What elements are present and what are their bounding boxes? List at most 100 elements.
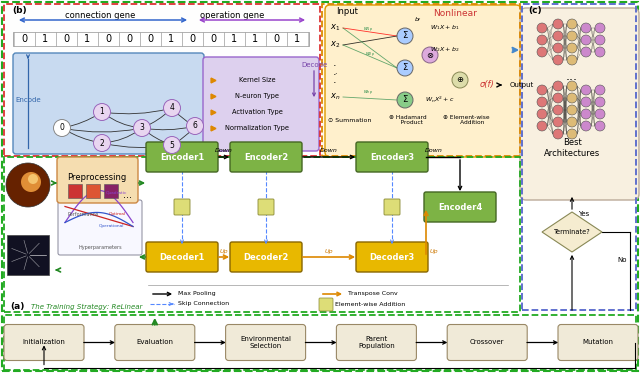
Text: Max Pooling: Max Pooling <box>178 292 216 297</box>
Circle shape <box>595 23 605 33</box>
Bar <box>4 4 320 156</box>
Text: 1: 1 <box>252 34 259 44</box>
Text: $W_2X+b_2$: $W_2X+b_2$ <box>430 46 460 54</box>
FancyBboxPatch shape <box>558 325 638 360</box>
Text: The Training Strategy: ReLinear: The Training Strategy: ReLinear <box>31 304 143 310</box>
Text: Parent
Population: Parent Population <box>358 336 395 349</box>
Circle shape <box>553 129 563 139</box>
Text: 1: 1 <box>100 107 104 116</box>
Text: Initialization: Initialization <box>22 339 65 345</box>
Circle shape <box>567 81 577 91</box>
Circle shape <box>567 93 577 103</box>
Text: (b): (b) <box>12 6 27 15</box>
Bar <box>4 315 636 370</box>
Text: $b_f$: $b_f$ <box>414 16 422 25</box>
Circle shape <box>595 35 605 45</box>
Text: $w_{1p}$: $w_{1p}$ <box>363 25 373 35</box>
Text: 1: 1 <box>294 34 301 44</box>
Text: ⊗ Hadamard
    Product: ⊗ Hadamard Product <box>389 115 427 125</box>
FancyBboxPatch shape <box>203 57 319 151</box>
FancyBboxPatch shape <box>325 5 521 157</box>
Bar <box>86 184 100 198</box>
Text: .: . <box>333 75 337 85</box>
Text: Encode: Encode <box>15 97 41 103</box>
Text: Performance: Performance <box>68 213 99 217</box>
Circle shape <box>537 109 547 119</box>
Circle shape <box>6 163 50 207</box>
Circle shape <box>28 174 38 184</box>
Bar <box>245 32 266 46</box>
Text: Encoder4: Encoder4 <box>438 203 482 211</box>
Text: Yes: Yes <box>579 211 589 217</box>
Circle shape <box>581 97 591 107</box>
Text: Up: Up <box>220 248 228 254</box>
Text: Down: Down <box>425 148 443 154</box>
Text: Evaluation: Evaluation <box>136 339 173 345</box>
Circle shape <box>397 92 413 108</box>
Circle shape <box>537 97 547 107</box>
Circle shape <box>567 55 577 65</box>
Circle shape <box>537 35 547 45</box>
FancyBboxPatch shape <box>174 199 190 215</box>
Text: 0: 0 <box>189 34 196 44</box>
Text: ⊗: ⊗ <box>426 50 433 60</box>
Text: Normalization Type: Normalization Type <box>225 125 289 131</box>
Bar <box>68 184 82 198</box>
Bar <box>56 32 77 46</box>
Text: .: . <box>333 68 336 76</box>
Text: 0: 0 <box>127 34 132 44</box>
FancyBboxPatch shape <box>258 199 274 215</box>
Bar <box>7 235 49 275</box>
FancyBboxPatch shape <box>57 157 138 203</box>
Text: $x_1$: $x_1$ <box>330 23 340 33</box>
Circle shape <box>553 105 563 115</box>
Text: Crossover: Crossover <box>470 339 504 345</box>
Text: Hyperparameters: Hyperparameters <box>78 245 122 251</box>
Text: Terminate?: Terminate? <box>554 229 590 235</box>
Circle shape <box>93 135 111 151</box>
Bar <box>14 32 35 46</box>
FancyBboxPatch shape <box>226 325 306 360</box>
FancyBboxPatch shape <box>384 199 400 215</box>
Circle shape <box>595 47 605 57</box>
Text: 1: 1 <box>84 34 91 44</box>
Circle shape <box>567 31 577 41</box>
FancyBboxPatch shape <box>356 142 428 172</box>
Text: (c): (c) <box>528 6 541 16</box>
Bar <box>203 32 224 46</box>
Bar <box>182 32 203 46</box>
Circle shape <box>553 19 563 29</box>
Circle shape <box>567 129 577 139</box>
Text: Skip Connection: Skip Connection <box>178 301 229 307</box>
Text: 0: 0 <box>147 34 154 44</box>
Bar <box>224 32 245 46</box>
Text: Operational: Operational <box>99 225 125 229</box>
Text: $x_2$: $x_2$ <box>330 40 340 50</box>
Text: 1: 1 <box>168 34 175 44</box>
FancyBboxPatch shape <box>4 325 84 360</box>
Bar <box>119 32 140 46</box>
Text: ...: ... <box>122 190 131 200</box>
Circle shape <box>422 47 438 63</box>
Text: N-euron Type: N-euron Type <box>235 93 279 99</box>
Text: Input: Input <box>336 7 358 16</box>
Text: operation gene: operation gene <box>200 12 264 21</box>
Text: ...: ... <box>566 69 578 82</box>
Text: $x_n$: $x_n$ <box>330 92 340 102</box>
Circle shape <box>567 105 577 115</box>
Circle shape <box>537 121 547 131</box>
Bar <box>322 4 520 156</box>
Bar <box>104 184 118 198</box>
Bar <box>77 32 98 46</box>
Circle shape <box>581 35 591 45</box>
Circle shape <box>595 109 605 119</box>
Text: No: No <box>617 257 627 263</box>
Bar <box>161 32 182 46</box>
Text: 0: 0 <box>60 123 65 132</box>
Circle shape <box>567 117 577 127</box>
Bar <box>287 32 308 46</box>
Circle shape <box>21 172 41 192</box>
Circle shape <box>397 28 413 44</box>
Text: Mutation: Mutation <box>582 339 614 345</box>
FancyBboxPatch shape <box>447 325 527 360</box>
